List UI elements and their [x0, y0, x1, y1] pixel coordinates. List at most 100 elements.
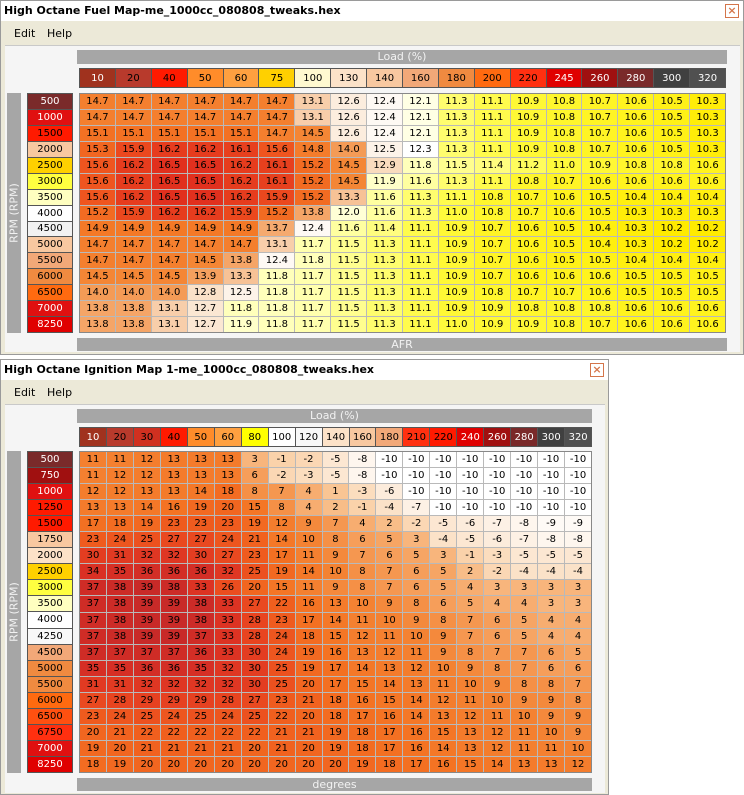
map-cell[interactable]: 14.7 [259, 125, 295, 141]
map-cell[interactable]: -10 [457, 452, 484, 468]
map-cell[interactable]: 12.5 [223, 285, 259, 301]
map-cell[interactable]: 9 [376, 596, 403, 612]
map-cell[interactable]: 13 [322, 596, 349, 612]
map-cell[interactable]: 14.7 [80, 94, 115, 109]
map-cell[interactable]: 23 [241, 548, 268, 564]
map-cell[interactable]: 10.7 [510, 189, 546, 205]
map-cell[interactable]: 35 [80, 660, 106, 676]
map-cell[interactable]: 14.7 [115, 94, 151, 109]
map-cell[interactable]: 11.3 [367, 317, 402, 332]
map-cell[interactable]: 7 [511, 660, 538, 676]
map-cell[interactable]: 20 [268, 756, 295, 772]
map-cell[interactable]: 12 [430, 692, 457, 708]
map-cell[interactable]: 12 [349, 628, 376, 644]
map-cell[interactable]: 10.8 [546, 125, 582, 141]
map-cell[interactable]: 27 [241, 692, 268, 708]
map-cell[interactable]: 10.6 [690, 157, 725, 173]
map-cell[interactable]: 11.3 [438, 109, 474, 125]
map-cell[interactable]: 17 [376, 724, 403, 740]
map-cell[interactable]: -4 [511, 564, 538, 580]
map-cell[interactable]: 14.7 [80, 253, 115, 269]
map-cell[interactable]: -10 [430, 468, 457, 484]
map-cell[interactable]: 6 [349, 532, 376, 548]
map-cell[interactable]: 29 [187, 692, 214, 708]
map-cell[interactable]: 10.7 [582, 109, 618, 125]
map-cell[interactable]: 5 [511, 628, 538, 644]
map-cell[interactable]: 17 [268, 548, 295, 564]
map-cell[interactable]: 9 [538, 692, 565, 708]
map-cell[interactable]: 11.1 [474, 125, 510, 141]
map-cell[interactable]: 11.8 [259, 285, 295, 301]
map-cell[interactable]: 31 [80, 676, 106, 692]
map-cell[interactable]: 14.7 [115, 253, 151, 269]
map-cell[interactable]: 15 [241, 500, 268, 516]
map-cell[interactable]: 11.3 [438, 173, 474, 189]
map-cell[interactable]: 15.9 [115, 141, 151, 157]
map-cell[interactable]: 20 [241, 740, 268, 756]
map-cell[interactable]: 10.9 [510, 317, 546, 332]
menu-edit[interactable]: Edit [14, 27, 36, 40]
map-cell[interactable]: -10 [403, 468, 430, 484]
map-cell[interactable]: 11.0 [438, 205, 474, 221]
map-cell[interactable]: 16.5 [151, 189, 187, 205]
map-cell[interactable]: 36 [160, 660, 187, 676]
map-cell[interactable]: 10.7 [582, 141, 618, 157]
map-cell[interactable]: 20 [295, 740, 322, 756]
map-cell[interactable]: 14.7 [187, 94, 223, 109]
map-cell[interactable]: 11.3 [367, 301, 402, 317]
map-cell[interactable]: 11 [430, 676, 457, 692]
map-cell[interactable]: 10.8 [510, 173, 546, 189]
map-cell[interactable]: 16.2 [223, 173, 259, 189]
map-cell[interactable]: 14.5 [295, 125, 331, 141]
map-cell[interactable]: 7 [484, 644, 511, 660]
map-cell[interactable]: 7 [565, 676, 591, 692]
map-cell[interactable]: 17 [80, 516, 106, 532]
map-cell[interactable]: 38 [187, 596, 214, 612]
map-cell[interactable]: 18 [295, 628, 322, 644]
map-cell[interactable]: 11.1 [438, 189, 474, 205]
map-cell[interactable]: 15 [349, 676, 376, 692]
map-cell[interactable]: 13.7 [259, 221, 295, 237]
map-cell[interactable]: 10.7 [474, 221, 510, 237]
map-cell[interactable]: 3 [538, 580, 565, 596]
map-cell[interactable]: 10.2 [654, 221, 690, 237]
map-cell[interactable]: 25 [187, 708, 214, 724]
map-cell[interactable]: 18 [349, 740, 376, 756]
map-cell[interactable]: 12 [376, 644, 403, 660]
map-cell[interactable]: 2 [457, 564, 484, 580]
map-cell[interactable]: 12.4 [259, 253, 295, 269]
map-cell[interactable]: 11.5 [331, 269, 367, 285]
map-cell[interactable]: 3 [565, 596, 591, 612]
map-cell[interactable]: 7 [268, 484, 295, 500]
map-cell[interactable]: 10.4 [654, 189, 690, 205]
map-cell[interactable]: 6 [376, 548, 403, 564]
map-cell[interactable]: 10.3 [618, 221, 654, 237]
map-cell[interactable]: 10.5 [618, 269, 654, 285]
map-cell[interactable]: 10.4 [618, 253, 654, 269]
map-cell[interactable]: 10.4 [690, 189, 725, 205]
map-cell[interactable]: 9 [538, 708, 565, 724]
map-cell[interactable]: 32 [214, 564, 241, 580]
map-cell[interactable]: -10 [457, 500, 484, 516]
map-cell[interactable]: 11 [106, 452, 133, 468]
map-cell[interactable]: 18 [322, 692, 349, 708]
map-cell[interactable]: 38 [106, 596, 133, 612]
map-cell[interactable]: 10.8 [546, 109, 582, 125]
map-cell[interactable]: 23 [80, 708, 106, 724]
map-cell[interactable]: 14 [403, 692, 430, 708]
map-cell[interactable]: 11.7 [295, 317, 331, 332]
map-cell[interactable]: 10.7 [510, 285, 546, 301]
map-cell[interactable]: -5 [430, 516, 457, 532]
map-cell[interactable]: 11.9 [223, 317, 259, 332]
map-cell[interactable]: -5 [511, 548, 538, 564]
map-cell[interactable]: 10.9 [510, 125, 546, 141]
map-cell[interactable]: 11.6 [403, 173, 438, 189]
map-cell[interactable]: 10.6 [546, 269, 582, 285]
map-cell[interactable]: 15 [376, 692, 403, 708]
map-cell[interactable]: 14.9 [151, 221, 187, 237]
map-cell[interactable]: -10 [457, 468, 484, 484]
map-cell[interactable]: 37 [80, 628, 106, 644]
map-cell[interactable]: 13 [430, 708, 457, 724]
map-cell[interactable]: 7 [376, 564, 403, 580]
map-cell[interactable]: 10.2 [690, 237, 725, 253]
